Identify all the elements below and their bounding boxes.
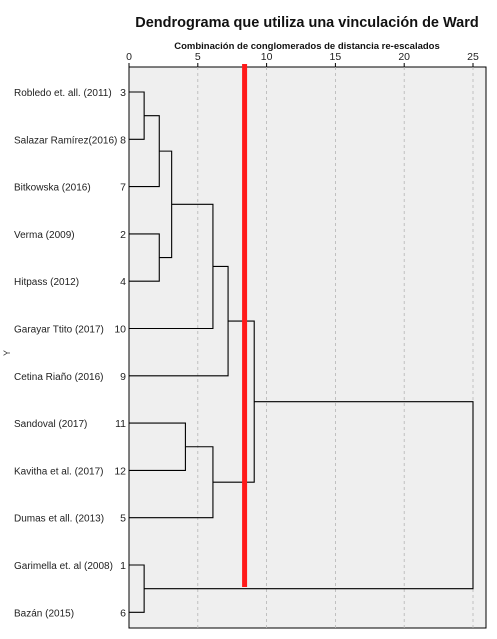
dendrogram-links (129, 91, 474, 613)
case-number: 6 (120, 607, 126, 619)
tick-label: 10 (261, 51, 273, 63)
case-number: 3 (120, 87, 126, 99)
leaf-label: Robledo et. all. (2011) (14, 88, 112, 99)
x-axis-ticks: 0 5 10 15 20 25 (126, 51, 479, 67)
leaf-label: Kavitha et al. (2017) (14, 466, 104, 477)
leaf-label: Verma (2009) (14, 230, 75, 241)
case-number: 12 (114, 465, 126, 477)
leaf-label: Garayar Ttito (2017) (14, 325, 104, 336)
merge-link (144, 401, 474, 590)
case-number: 5 (120, 513, 126, 525)
leaf-label: Bitkowska (2016) (14, 183, 91, 194)
leaf-label: Sandoval (2017) (14, 419, 87, 430)
leaf-label: Hitpass (2012) (14, 277, 79, 288)
tick-label: 15 (330, 51, 342, 63)
tick-label: 0 (126, 51, 132, 63)
case-number: 11 (115, 418, 126, 430)
case-number: 7 (120, 182, 126, 194)
tick-label: 20 (398, 51, 410, 63)
leaf-label: Salazar Ramírez(2016) (14, 135, 117, 146)
tick-label: 5 (195, 51, 201, 63)
leaf-labels: Robledo et. all. (2011) 3 Salazar Ramírez(… (14, 87, 126, 619)
leaf-label: Bazán (2015) (14, 608, 74, 619)
y-axis-label: Y (2, 350, 12, 356)
leaf-label: Garimella et. al (2008) (14, 561, 113, 572)
leaf-label: Dumas et all. (2013) (14, 514, 104, 525)
tick-label: 25 (467, 51, 479, 63)
case-number: 8 (120, 134, 126, 146)
case-number: 2 (120, 229, 126, 241)
plot-area (128, 66, 487, 629)
case-number: 9 (120, 371, 126, 383)
chart-subtitle: Combinación de conglomerados de distanci… (174, 41, 440, 52)
case-number: 1 (120, 560, 126, 572)
chart-title: Dendrograma que utiliza una vinculación … (135, 15, 479, 31)
case-number: 10 (114, 324, 126, 336)
case-number: 4 (120, 276, 126, 288)
leaf-label: Cetina Riaño (2016) (14, 372, 104, 383)
